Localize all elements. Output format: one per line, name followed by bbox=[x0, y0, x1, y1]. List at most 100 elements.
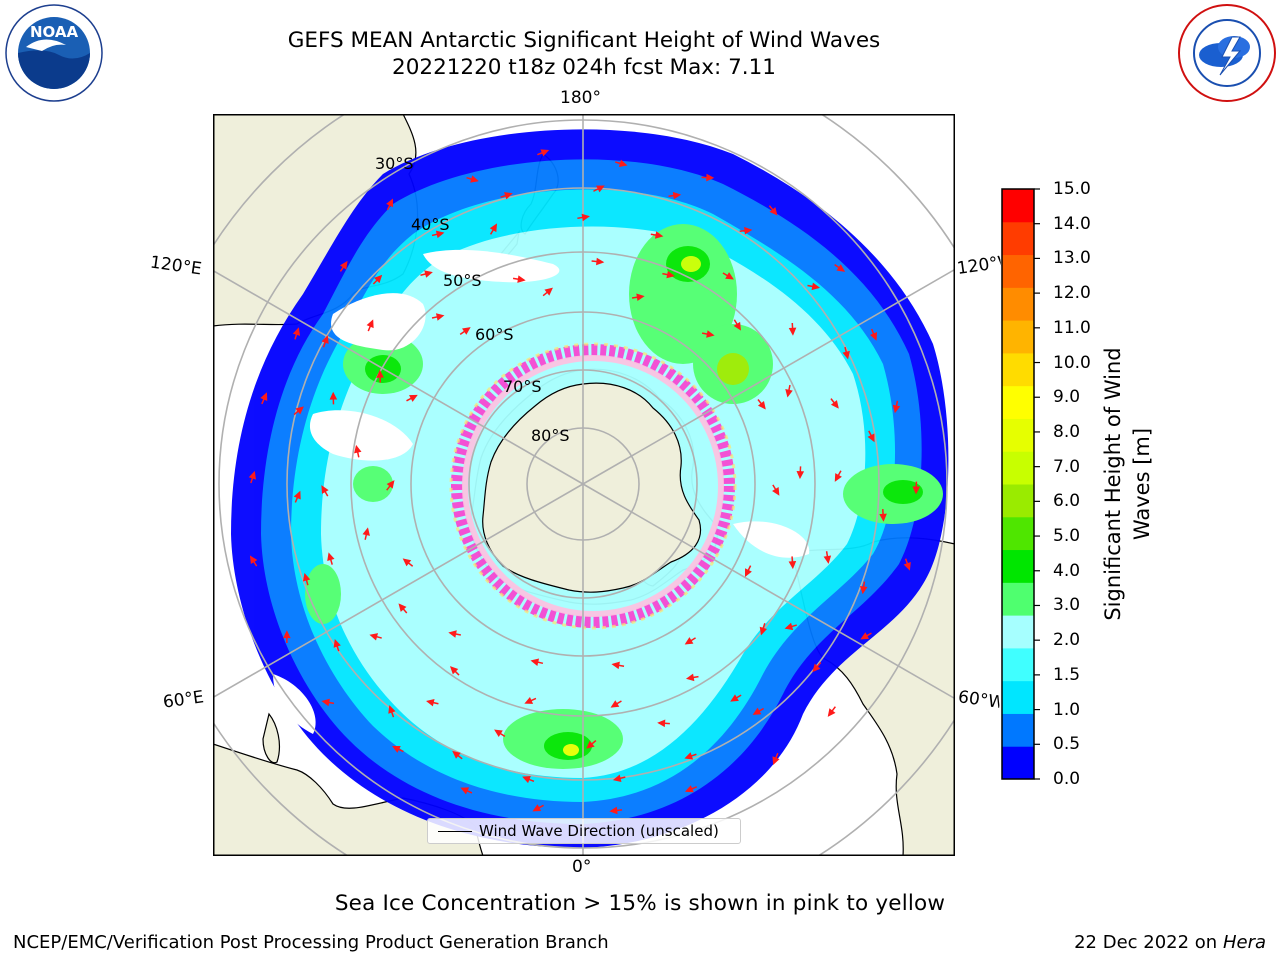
wave-direction-arrowhead bbox=[292, 327, 301, 336]
sea-ice-caption-text: Sea Ice Concentration > 15% is shown in … bbox=[334, 891, 946, 916]
wave-direction-arrowhead bbox=[517, 275, 526, 283]
wave-direction-arrowhead bbox=[409, 394, 418, 402]
wave-direction-arrowhead bbox=[544, 287, 553, 296]
chart-subtitle: 20221220 t18z 024h fcst Max: 7.11 bbox=[392, 55, 776, 80]
graticule bbox=[213, 114, 955, 856]
wave-direction-arrowhead bbox=[339, 260, 348, 270]
wave-direction-arrowhead bbox=[757, 400, 766, 410]
colorbar-segment bbox=[1002, 549, 1034, 583]
calm-areas bbox=[273, 249, 810, 734]
wave-direction-arrowhead bbox=[581, 213, 590, 222]
wave-direction-arrowhead bbox=[260, 392, 268, 401]
colorbar-segment bbox=[1002, 615, 1034, 649]
lat-label-70s: 70°S bbox=[503, 377, 542, 396]
noaa-logo: NOAA bbox=[4, 3, 104, 107]
wind-wave-vectors bbox=[248, 149, 921, 815]
wave-direction-arrowhead bbox=[586, 740, 595, 749]
wave-direction-arrowhead bbox=[685, 785, 694, 793]
colorbar-segment bbox=[1002, 713, 1034, 747]
wave-direction-arrowhead bbox=[892, 404, 901, 414]
colorbar-tick-label: 6.0 bbox=[1053, 491, 1081, 512]
colorbar-segment bbox=[1002, 418, 1034, 452]
wave-direction-arrowhead bbox=[596, 185, 605, 193]
wave-direction-arrowhead bbox=[903, 561, 911, 571]
wave-direction-arrowhead bbox=[302, 572, 311, 582]
wave-direction-arrowhead bbox=[532, 804, 542, 812]
colorbar-segment bbox=[1002, 680, 1034, 714]
wave-direction-arrowhead bbox=[730, 694, 739, 702]
wave-direction-arrowhead bbox=[636, 293, 645, 302]
wave-direction-arrowhead bbox=[327, 552, 335, 562]
wave-direction-arrowhead bbox=[321, 335, 329, 344]
wave-direction-arrowhead bbox=[654, 231, 664, 239]
colorbar-segment bbox=[1002, 221, 1034, 256]
wave-direction-arrowhead bbox=[398, 603, 407, 612]
lon-label-180: 180° bbox=[560, 88, 601, 108]
wave-direction-arrowhead bbox=[657, 719, 666, 728]
wave-direction-arrowhead bbox=[769, 207, 778, 216]
wave-direction-arrowhead bbox=[596, 257, 605, 266]
chart-title: GEFS MEAN Antarctic Significant Height o… bbox=[287, 28, 881, 53]
wave-direction-arrowhead bbox=[489, 223, 498, 233]
noaa-logo-text: NOAA bbox=[30, 23, 79, 41]
wave-direction-arrowhead bbox=[522, 776, 531, 784]
wave-direction-arrowhead bbox=[706, 173, 715, 182]
wave-direction-arrowhead bbox=[504, 192, 513, 200]
colorbar-tick-label: 9.0 bbox=[1053, 387, 1081, 408]
wave-direction-arrowhead bbox=[460, 787, 470, 795]
wave-direction-arrowhead bbox=[684, 637, 694, 645]
sea-ice-caption: Sea Ice Concentration > 15% is shown in … bbox=[0, 891, 1280, 916]
colorbar-label-text: Significant Height of Wind Waves [m] bbox=[1101, 347, 1154, 621]
wave-direction-arrowhead bbox=[362, 527, 370, 536]
sea-ice-ring bbox=[449, 342, 737, 630]
wave-direction-arrowhead bbox=[366, 319, 374, 329]
wave-direction-arrowhead bbox=[759, 626, 767, 636]
legend-line-swatch bbox=[438, 831, 472, 832]
wave-direction-arrowhead bbox=[329, 391, 338, 400]
wave-direction-arrowhead bbox=[354, 444, 362, 454]
wave-direction-arrowhead bbox=[830, 400, 839, 409]
wave-direction-arrowhead bbox=[733, 321, 741, 331]
wave-direction-arrowhead bbox=[879, 513, 887, 522]
footer-date-text: 22 Dec 2022 on bbox=[1074, 932, 1218, 953]
polar-map: 30°S 40°S 50°S 60°S 70°S 80°S bbox=[213, 114, 955, 860]
wave-direction-arrowhead bbox=[836, 264, 846, 272]
colorbar-tick-label: 2.0 bbox=[1053, 630, 1081, 651]
colorbar-tick-label: 1.5 bbox=[1053, 664, 1081, 685]
colorbar-tick-label: 5.0 bbox=[1053, 526, 1081, 547]
wave-direction-arrowhead bbox=[684, 752, 694, 760]
colorbar-tick-label: 3.0 bbox=[1053, 595, 1081, 616]
wave-direction-arrowhead bbox=[812, 663, 821, 673]
footer-branch: NCEP/EMC/Verification Post Processing Pr… bbox=[13, 932, 609, 953]
wave-direction-arrowhead bbox=[402, 558, 412, 567]
wave-direction-arrowhead bbox=[772, 756, 780, 766]
colorbar-tick-label: 14.0 bbox=[1053, 213, 1091, 234]
colorbar-segment bbox=[1002, 484, 1034, 518]
wave-direction-arrowhead bbox=[859, 585, 868, 595]
wave-direction-arrowhead bbox=[618, 159, 628, 167]
wave-direction-arrowhead bbox=[672, 191, 682, 200]
colorbar-segment bbox=[1002, 746, 1034, 780]
colorbar-segment bbox=[1002, 254, 1034, 288]
wave-direction-arrowhead bbox=[462, 327, 471, 335]
wave-direction-arrowhead bbox=[435, 230, 445, 239]
colorbar-tick-label: 7.0 bbox=[1053, 456, 1081, 477]
lat-label-80s: 80°S bbox=[531, 426, 570, 445]
colorbar-tick-label: 1.0 bbox=[1053, 699, 1081, 720]
wave-direction-arrowhead bbox=[321, 698, 330, 707]
lon-label-0: 0° bbox=[572, 857, 592, 877]
lon-label-120w: 120°W bbox=[955, 253, 1003, 279]
wave-direction-arrowhead bbox=[706, 330, 715, 338]
wave-direction-arrowhead bbox=[295, 406, 304, 415]
wave-direction-arrowhead bbox=[609, 806, 618, 815]
wave-direction-arrowhead bbox=[392, 745, 401, 753]
wave-direction-arrowhead bbox=[321, 485, 329, 494]
colorbar-segment bbox=[1002, 516, 1034, 551]
wave-direction-arrowhead bbox=[449, 666, 459, 675]
wave-direction-arrowhead bbox=[744, 226, 753, 235]
colorbar-segment bbox=[1002, 582, 1034, 616]
lat-label-50s: 50°S bbox=[443, 271, 482, 290]
wave-direction-arrowhead bbox=[435, 313, 445, 321]
wave-direction-arrowhead bbox=[827, 708, 836, 717]
wave-direction-arrowhead bbox=[612, 774, 622, 782]
